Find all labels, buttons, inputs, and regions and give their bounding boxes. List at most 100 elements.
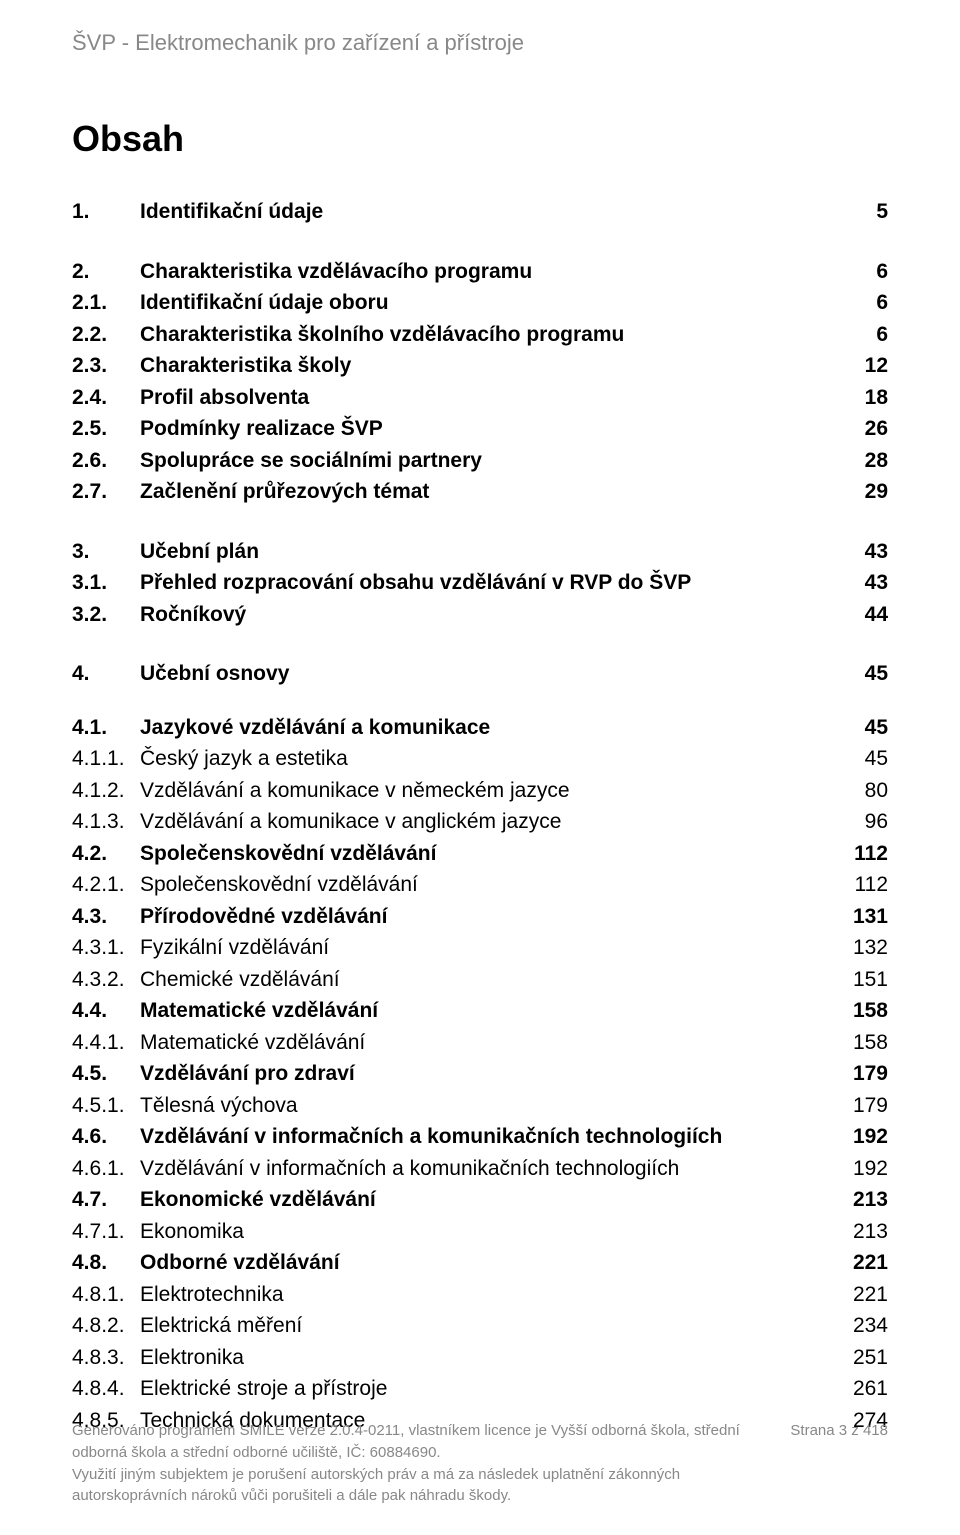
toc-label: Vzdělávání a komunikace v anglickém jazy… bbox=[140, 810, 561, 833]
toc-row: 4.1.3.Vzdělávání a komunikace v anglické… bbox=[72, 806, 888, 838]
toc-label: Charakteristika školy bbox=[140, 354, 351, 377]
toc-row: 4.8.Odborné vzdělávání221 bbox=[72, 1247, 888, 1279]
toc-number: 2. bbox=[72, 256, 140, 288]
toc-row-left: 1.Identifikační údaje bbox=[72, 196, 323, 228]
toc-row: 4.2.Společenskovědní vzdělávání112 bbox=[72, 838, 888, 870]
toc-row: 4.3.2.Chemické vzdělávání 151 bbox=[72, 964, 888, 996]
toc-label: Charakteristika školního vzdělávacího pr… bbox=[140, 323, 624, 346]
toc-label: Jazykové vzdělávání a komunikace bbox=[140, 716, 490, 739]
footer-page-number: Strana 3 z 418 bbox=[790, 1420, 888, 1442]
toc-row-left: 4.3.1.Fyzikální vzdělávání bbox=[72, 932, 329, 964]
toc-row-left: 4.8.3.Elektronika bbox=[72, 1342, 244, 1374]
toc-row-left: 4.7.1.Ekonomika bbox=[72, 1216, 244, 1248]
footer-generated-line4: autorskoprávních nároků vůči porušiteli … bbox=[72, 1485, 888, 1507]
toc-label: Společenskovědní vzdělávání bbox=[140, 842, 436, 865]
toc-row-left: 2.7.Začlenění průřezových témat bbox=[72, 476, 429, 508]
toc-row-left: 4.3.2.Chemické vzdělávání bbox=[72, 964, 340, 996]
toc-row-left: 2.5.Podmínky realizace ŠVP bbox=[72, 413, 383, 445]
toc-page: 44 bbox=[865, 599, 888, 631]
toc-number: 4.8. bbox=[72, 1247, 140, 1279]
toc-page: 192 bbox=[853, 1121, 888, 1153]
toc-page: 158 bbox=[853, 995, 888, 1027]
toc-row-left: 4.1.1.Český jazyk a estetika bbox=[72, 743, 348, 775]
toc-label: Začlenění průřezových témat bbox=[140, 480, 429, 503]
toc-number: 3. bbox=[72, 536, 140, 568]
toc-number: 3.2. bbox=[72, 599, 140, 631]
toc-row: 3.Učební plán43 bbox=[72, 536, 888, 568]
toc-row-left: 4.1.2.Vzdělávání a komunikace v německém… bbox=[72, 775, 570, 807]
toc-number: 4.2. bbox=[72, 838, 140, 870]
toc-row-left: 4.8.Odborné vzdělávání bbox=[72, 1247, 340, 1279]
toc-page: 43 bbox=[865, 536, 888, 568]
toc-row: 4.7.Ekonomické vzdělávání213 bbox=[72, 1184, 888, 1216]
toc-label: Učební osnovy bbox=[140, 662, 289, 685]
toc-row-left: 2.3.Charakteristika školy bbox=[72, 350, 351, 382]
toc-row: 2.3.Charakteristika školy12 bbox=[72, 350, 888, 382]
toc-page: 45 bbox=[865, 743, 888, 775]
toc-number: 4.3.1. bbox=[72, 932, 140, 964]
toc-row-left: 4.7.Ekonomické vzdělávání bbox=[72, 1184, 376, 1216]
toc-label: Odborné vzdělávání bbox=[140, 1251, 340, 1274]
toc-label: Přírodovědné vzdělávání bbox=[140, 905, 387, 928]
toc-label: Elektrotechnika bbox=[140, 1283, 284, 1306]
table-of-contents: 1.Identifikační údaje52.Charakteristika … bbox=[72, 196, 888, 1436]
toc-label: Ekonomické vzdělávání bbox=[140, 1188, 376, 1211]
toc-row-left: 2.6.Spolupráce se sociálními partnery bbox=[72, 445, 482, 477]
toc-page: 179 bbox=[853, 1090, 888, 1122]
toc-page: 5 bbox=[876, 196, 888, 228]
toc-label: Chemické vzdělávání bbox=[140, 968, 340, 991]
toc-page: 80 bbox=[865, 775, 888, 807]
toc-row-left: 4.2.Společenskovědní vzdělávání bbox=[72, 838, 436, 870]
toc-row: 4.7.1.Ekonomika213 bbox=[72, 1216, 888, 1248]
toc-page: 158 bbox=[853, 1027, 888, 1059]
page-title: Obsah bbox=[72, 118, 888, 160]
toc-row: 4.6.Vzdělávání v informačních a komunika… bbox=[72, 1121, 888, 1153]
toc-number: 4.4.1. bbox=[72, 1027, 140, 1059]
toc-label: Charakteristika vzdělávacího programu bbox=[140, 260, 532, 283]
toc-number: 4.7. bbox=[72, 1184, 140, 1216]
toc-page: 151 bbox=[853, 964, 888, 996]
toc-page: 96 bbox=[865, 806, 888, 838]
toc-gap bbox=[72, 630, 888, 658]
toc-number: 4.4. bbox=[72, 995, 140, 1027]
toc-row-left: 4.3.Přírodovědné vzdělávání bbox=[72, 901, 387, 933]
toc-row-left: 4.6.Vzdělávání v informačních a komunika… bbox=[72, 1121, 722, 1153]
toc-row: 2.5.Podmínky realizace ŠVP26 bbox=[72, 413, 888, 445]
toc-number: 2.3. bbox=[72, 350, 140, 382]
footer-generated-line1: Generováno programem SMILE verze 2.0.4-0… bbox=[72, 1420, 790, 1442]
toc-page: 18 bbox=[865, 382, 888, 414]
document-page: ŠVP - Elektromechanik pro zařízení a pří… bbox=[0, 0, 960, 1535]
toc-row: 4.6.1.Vzdělávání v informačních a komuni… bbox=[72, 1153, 888, 1185]
toc-number: 4.3.2. bbox=[72, 964, 140, 996]
toc-label: Ročníkový bbox=[140, 603, 246, 626]
page-footer: Generováno programem SMILE verze 2.0.4-0… bbox=[72, 1420, 888, 1507]
toc-row-left: 2.2.Charakteristika školního vzdělávacíh… bbox=[72, 319, 624, 351]
toc-label: Matematické vzdělávání bbox=[140, 999, 378, 1022]
toc-row: 2.1.Identifikační údaje oboru 6 bbox=[72, 287, 888, 319]
toc-row: 4.4.1.Matematické vzdělávání158 bbox=[72, 1027, 888, 1059]
toc-label: Ekonomika bbox=[140, 1220, 244, 1243]
toc-page: 132 bbox=[853, 932, 888, 964]
toc-row: 4.1.1.Český jazyk a estetika 45 bbox=[72, 743, 888, 775]
toc-number: 3.1. bbox=[72, 567, 140, 599]
toc-number: 4.1. bbox=[72, 712, 140, 744]
toc-label: Spolupráce se sociálními partnery bbox=[140, 449, 482, 472]
toc-label: Identifikační údaje oboru bbox=[140, 291, 389, 314]
toc-page: 45 bbox=[865, 658, 888, 690]
toc-number: 4.8.3. bbox=[72, 1342, 140, 1374]
toc-number: 1. bbox=[72, 196, 140, 228]
toc-row: 4.8.1.Elektrotechnika221 bbox=[72, 1279, 888, 1311]
toc-number: 4.1.1. bbox=[72, 743, 140, 775]
toc-row-left: 4.2.1.Společenskovědní vzdělávání bbox=[72, 869, 418, 901]
toc-label: Fyzikální vzdělávání bbox=[140, 936, 329, 959]
toc-page: 6 bbox=[876, 287, 888, 319]
toc-row-left: 2.4.Profil absolventa bbox=[72, 382, 309, 414]
toc-page: 131 bbox=[853, 901, 888, 933]
toc-row-left: 2.1.Identifikační údaje oboru bbox=[72, 287, 389, 319]
toc-page: 43 bbox=[865, 567, 888, 599]
toc-label: Identifikační údaje bbox=[140, 200, 323, 223]
toc-row: 4.4.Matematické vzdělávání 158 bbox=[72, 995, 888, 1027]
toc-page: 6 bbox=[876, 256, 888, 288]
toc-row: 2.2.Charakteristika školního vzdělávacíh… bbox=[72, 319, 888, 351]
toc-label: Vzdělávání a komunikace v německém jazyc… bbox=[140, 779, 570, 802]
